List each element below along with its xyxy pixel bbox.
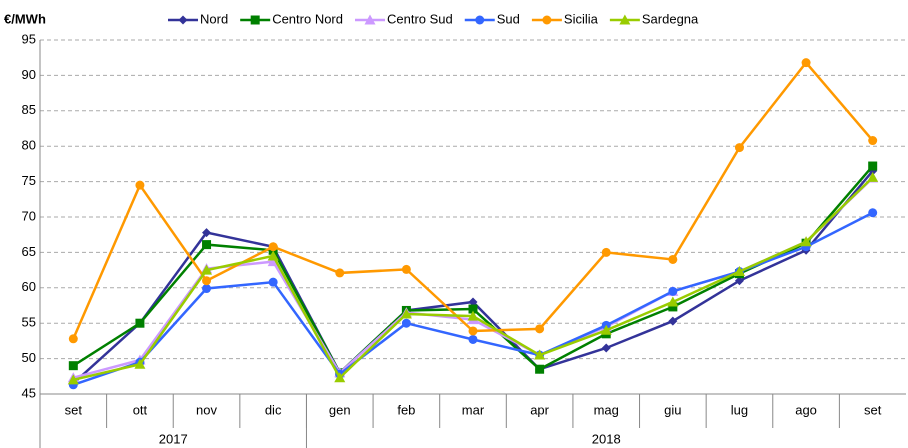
legend-label: Sud	[497, 11, 520, 26]
y-tick-label: 95	[22, 31, 36, 46]
point	[734, 143, 744, 153]
point	[135, 180, 145, 190]
x-tick-label: nov	[196, 402, 217, 417]
point	[535, 324, 545, 334]
y-tick-label: 90	[22, 67, 36, 82]
point	[334, 372, 346, 383]
y-tick-label: 55	[22, 315, 36, 330]
series-line	[73, 176, 874, 382]
point	[202, 276, 212, 286]
legend-marker	[364, 14, 376, 25]
group-label: 2018	[592, 431, 621, 446]
x-tick-label: giu	[664, 402, 681, 417]
point	[68, 334, 78, 344]
series-line	[72, 177, 874, 379]
point	[800, 236, 812, 247]
point	[601, 247, 611, 257]
point	[401, 318, 411, 328]
point	[534, 349, 546, 360]
point	[468, 297, 478, 307]
point	[668, 254, 678, 264]
point	[202, 228, 212, 238]
y-tick-label: 45	[22, 385, 36, 400]
point	[68, 361, 78, 371]
point	[202, 240, 212, 250]
x-tick-label: dic	[265, 402, 282, 417]
point	[734, 276, 744, 286]
point	[668, 302, 678, 312]
point	[535, 364, 545, 374]
point	[600, 324, 612, 335]
legend-marker	[250, 15, 260, 25]
point	[335, 268, 345, 278]
x-tick-label: mag	[594, 402, 619, 417]
y-axis-title: €/MWh	[4, 11, 46, 26]
group-label: 2017	[159, 431, 188, 446]
legend-marker	[475, 15, 485, 25]
legend-marker	[542, 15, 552, 25]
x-tick-label: ott	[133, 402, 148, 417]
y-tick-label: 60	[22, 279, 36, 294]
point	[201, 264, 213, 275]
y-tick-label: 80	[22, 138, 36, 153]
y-tick-label: 65	[22, 244, 36, 259]
y-tick-label: 75	[22, 173, 36, 188]
point	[400, 308, 412, 319]
legend-marker	[178, 15, 188, 25]
point	[468, 304, 478, 314]
point	[868, 161, 878, 171]
point	[668, 286, 678, 296]
x-tick-label: mar	[462, 402, 485, 417]
point	[268, 242, 278, 252]
legend-label: Sardegna	[642, 11, 699, 26]
point	[467, 310, 479, 321]
point	[601, 343, 611, 353]
legend-label: Centro Sud	[387, 11, 453, 26]
point	[868, 136, 878, 146]
point	[268, 277, 278, 287]
point	[135, 318, 145, 328]
x-tick-label: apr	[530, 402, 549, 417]
point	[733, 266, 745, 277]
x-tick-label: feb	[397, 402, 415, 417]
x-tick-label: ago	[795, 402, 817, 417]
y-tick-label: 85	[22, 102, 36, 117]
point	[667, 296, 679, 307]
point	[401, 264, 411, 274]
series-line	[72, 170, 874, 385]
x-tick-label: lug	[731, 402, 748, 417]
y-tick-label: 70	[22, 208, 36, 223]
legend-marker	[619, 14, 631, 25]
point	[468, 334, 478, 344]
legend-label: Centro Nord	[272, 11, 343, 26]
point	[468, 326, 478, 336]
x-tick-label: set	[864, 402, 882, 417]
point	[867, 171, 879, 182]
y-tick-label: 50	[22, 350, 36, 365]
point	[801, 58, 811, 68]
point	[267, 250, 279, 261]
point	[67, 374, 79, 385]
point	[868, 208, 878, 218]
x-tick-label: gen	[329, 402, 351, 417]
point	[202, 284, 212, 294]
point	[668, 316, 678, 326]
series-line	[72, 60, 874, 340]
point	[267, 256, 279, 267]
legend-label: Sicilia	[564, 11, 599, 26]
x-tick-label: set	[65, 402, 83, 417]
point	[134, 358, 146, 369]
legend-label: Nord	[200, 11, 228, 26]
